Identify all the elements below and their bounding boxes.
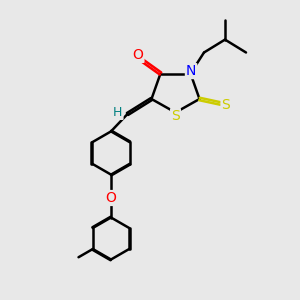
Text: S: S — [171, 109, 180, 123]
Text: O: O — [106, 191, 116, 205]
Text: N: N — [186, 64, 196, 78]
Text: H: H — [113, 106, 123, 119]
Text: S: S — [221, 98, 230, 112]
Text: O: O — [133, 48, 143, 62]
